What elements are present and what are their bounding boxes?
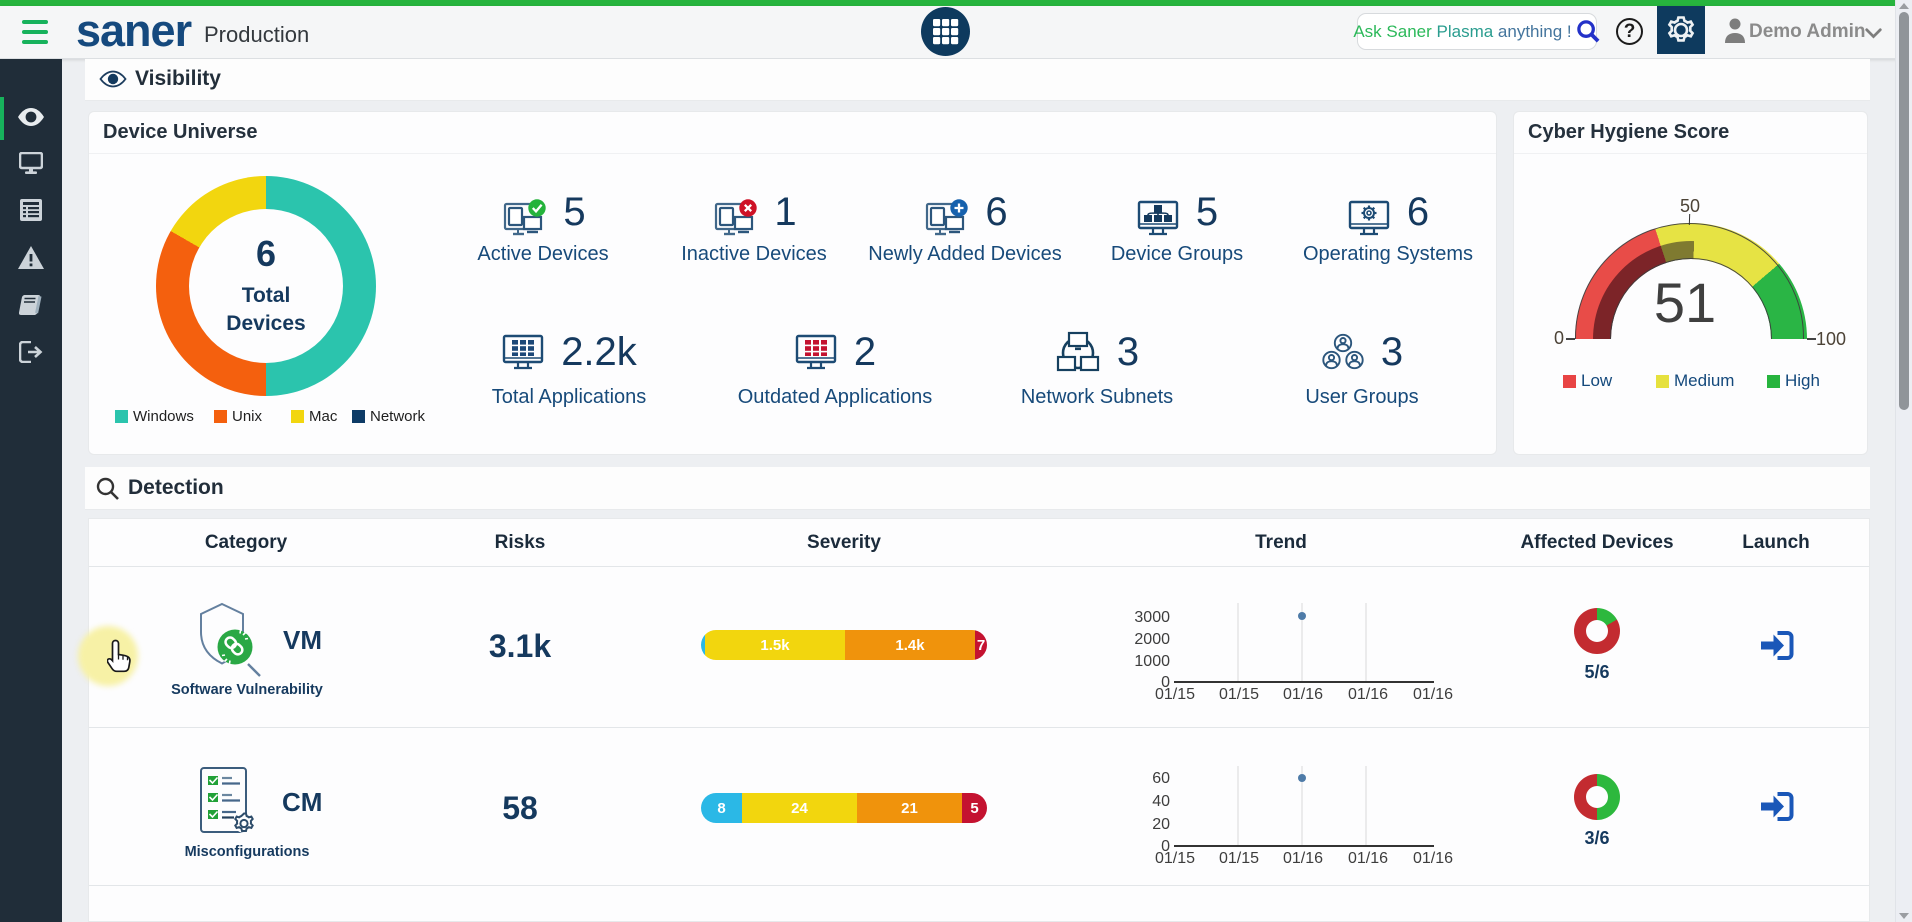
svg-text:01/15: 01/15 [1219,850,1259,867]
svg-text:0: 0 [1161,838,1170,855]
svg-text:60: 60 [1152,770,1170,787]
svg-text:01/16: 01/16 [1413,850,1453,867]
svg-text:01/16: 01/16 [1283,850,1323,867]
svg-text:01/15: 01/15 [1155,850,1195,867]
svg-text:01/16: 01/16 [1348,686,1388,703]
svg-text:2000: 2000 [1134,631,1170,648]
svg-text:01/16: 01/16 [1413,686,1453,703]
svg-text:01/16: 01/16 [1283,686,1323,703]
svg-text:20: 20 [1152,816,1170,833]
svg-text:01/15: 01/15 [1155,686,1195,703]
svg-text:40: 40 [1152,793,1170,810]
svg-text:01/15: 01/15 [1219,686,1259,703]
svg-text:1000: 1000 [1134,653,1170,670]
svg-text:01/16: 01/16 [1348,850,1388,867]
svg-text:3000: 3000 [1134,609,1170,626]
svg-text:0: 0 [1161,674,1170,691]
